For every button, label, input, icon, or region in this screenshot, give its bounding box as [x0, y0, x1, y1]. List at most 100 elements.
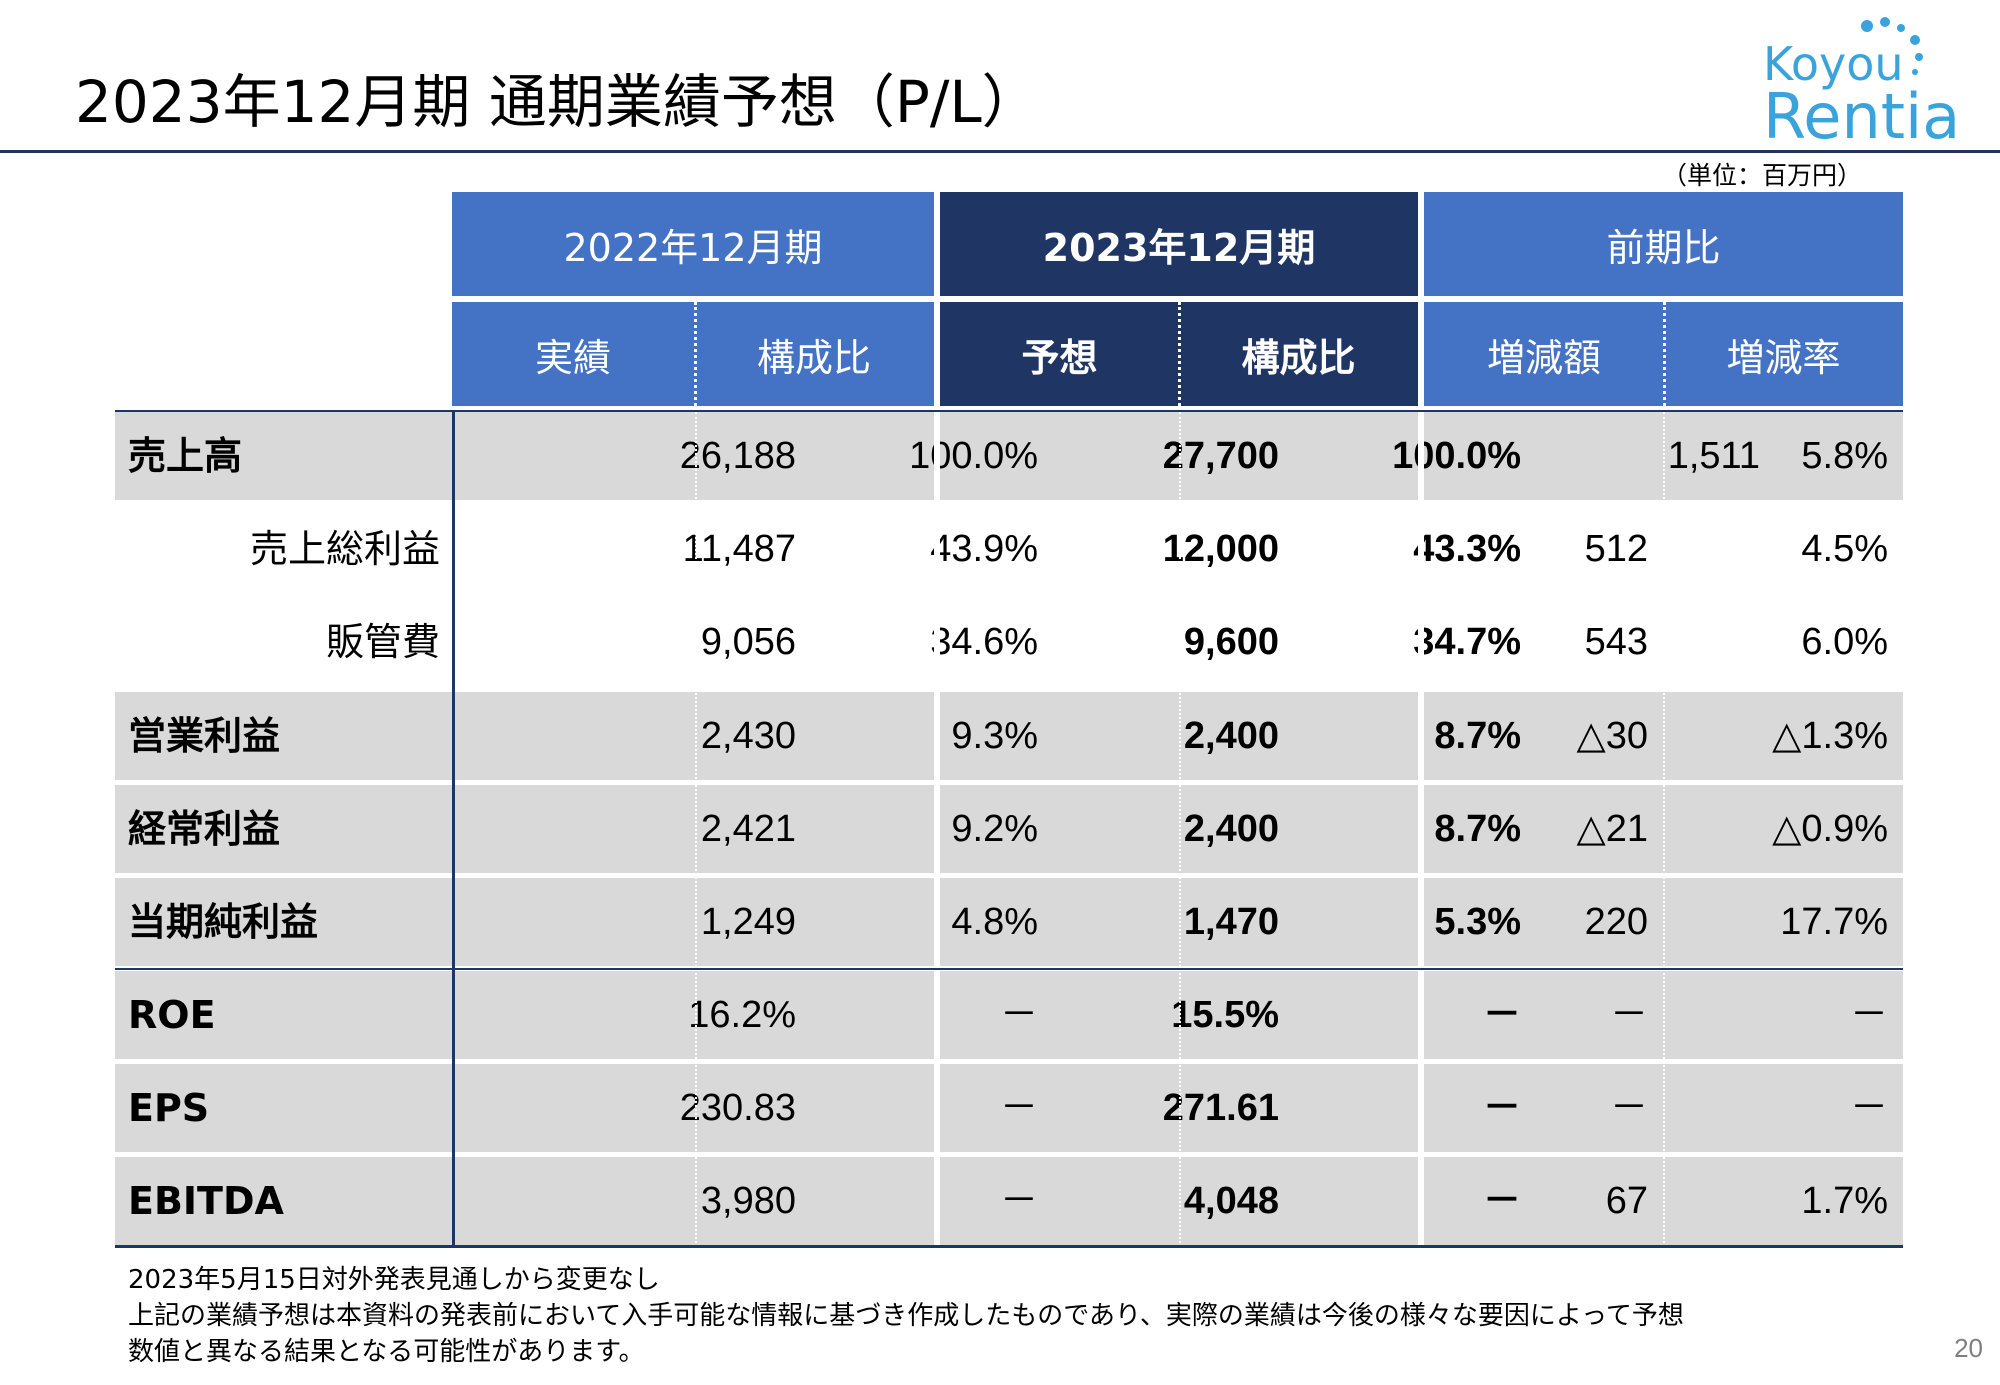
subheader-change-rate: 増減率 [1664, 302, 1903, 406]
table-row: 当期純利益 1,249 4.8% 1,470 5.3% 220 17.7% [115, 878, 1903, 966]
cell-change-rate: △1.3% [1772, 715, 1888, 757]
company-logo: Koyou Rentia [1763, 17, 1960, 147]
cell-2022-ratio: 43.9% [930, 528, 1038, 570]
cell-2023-forecast: 2,400 [1183, 715, 1279, 757]
table-row: 販管費 9,056 34.6% 9,600 34.7% 543 6.0% [115, 598, 1903, 686]
row-label: 売上高 [128, 434, 243, 478]
footnote-line: 上記の業績予想は本資料の発表前において入手可能な情報に基づき作成したものであり、… [128, 1301, 1684, 1331]
cell-2022-ratio: － [999, 1087, 1038, 1129]
table-row: EBITDA 3,980 － 4,048 － 67 1.7% [115, 1157, 1903, 1245]
title-divider [0, 150, 2000, 153]
cell-2023-ratio: 5.3% [1434, 901, 1521, 943]
page-number: 20 [1954, 1333, 1983, 1363]
cell-2023-ratio: 34.7% [1413, 621, 1521, 663]
cell-2023-ratio: 100.0% [1392, 435, 1521, 477]
cell-change-amount: 543 [1584, 621, 1648, 663]
table-row: 経常利益 2,421 9.2% 2,400 8.7% △21 △0.9% [115, 785, 1903, 873]
cell-change-amount: 512 [1584, 528, 1648, 570]
subheader-divider [694, 302, 697, 406]
table-row: 営業利益 2,430 9.3% 2,400 8.7% △30 △1.3% [115, 692, 1903, 780]
header-2022: 2022年12月期 [452, 192, 934, 296]
subheader-divider [1663, 302, 1666, 406]
cell-change-amount: △21 [1576, 808, 1649, 850]
cell-2022-ratio: － [999, 1180, 1038, 1222]
cell-2022-ratio: 34.6% [930, 621, 1038, 663]
cell-2022-actual: 2,430 [700, 715, 796, 757]
cell-2023-ratio: 43.3% [1413, 528, 1521, 570]
cell-2023-forecast: 15.5% [1171, 994, 1279, 1036]
cell-2022-actual: 1,249 [700, 901, 796, 943]
cell-2022-ratio: 100.0% [909, 435, 1038, 477]
cell-2023-forecast: 4,048 [1183, 1180, 1279, 1222]
cell-change-rate: － [1849, 994, 1888, 1036]
cell-2023-forecast: 27,700 [1162, 435, 1279, 477]
cell-change-amount: △30 [1576, 715, 1649, 757]
cell-2022-ratio: － [999, 994, 1038, 1036]
subheader-forecast: 予想 [940, 302, 1179, 406]
unit-note: （単位：百万円） [1661, 161, 1862, 190]
cell-2022-actual: 16.2% [688, 994, 796, 1036]
cell-2022-ratio: 9.2% [951, 808, 1038, 850]
row-label: 販管費 [325, 620, 440, 664]
column-separator [934, 408, 940, 1248]
cell-change-amount: － [1609, 994, 1648, 1036]
subheader-divider [1178, 302, 1181, 406]
cell-2022-actual: 3,980 [700, 1180, 796, 1222]
cell-2023-ratio: － [1482, 1087, 1521, 1129]
subheader-change-amount: 増減額 [1424, 302, 1664, 406]
cell-2022-actual: 9,056 [700, 621, 796, 663]
logo-line1: Koyou [1763, 37, 1904, 91]
table-rule [115, 968, 1903, 970]
cell-change-amount: 1,511 [1667, 435, 1760, 477]
logo-line2: Rentia [1763, 80, 1960, 147]
column-separator [1418, 408, 1424, 1248]
footnote: 2023年5月15日対外発表見通しから変更なし 上記の業績予想は本資料の発表前に… [128, 1262, 1684, 1370]
row-label: 営業利益 [128, 714, 281, 758]
cell-change-rate: 6.0% [1801, 621, 1888, 663]
cell-change-rate: 4.5% [1801, 528, 1888, 570]
row-label: ROE [128, 993, 216, 1037]
cell-2023-ratio: 8.7% [1434, 808, 1521, 850]
subheader-actual: 実績 [452, 302, 694, 406]
cell-2023-ratio: 8.7% [1434, 715, 1521, 757]
label-column-divider [452, 412, 455, 1245]
cell-change-rate: － [1849, 1087, 1888, 1129]
column-divider [695, 412, 697, 1247]
page-title: 2023年12月期 通期業績予想（P/L） [75, 68, 1040, 136]
footnote-line: 数値と異なる結果となる可能性があります。 [128, 1337, 645, 1367]
cell-change-rate: 1.7% [1801, 1180, 1888, 1222]
cell-2023-forecast: 2,400 [1183, 808, 1279, 850]
cell-2022-actual: 26,188 [679, 435, 796, 477]
header-2023: 2023年12月期 [940, 192, 1418, 296]
cell-change-rate: 5.8% [1801, 435, 1888, 477]
table-row: 売上高 26,188 100.0% 27,700 100.0% 1,511 5.… [115, 412, 1903, 500]
row-label: 経常利益 [128, 807, 281, 851]
cell-2023-forecast: 1,470 [1183, 901, 1279, 943]
table-rule [115, 410, 1903, 412]
table-row: EPS 230.83 － 271.61 － － － [115, 1064, 1903, 1152]
cell-change-rate: 17.7% [1780, 901, 1888, 943]
column-divider [1179, 412, 1181, 1247]
cell-2023-ratio: － [1482, 1180, 1521, 1222]
row-label: 売上総利益 [249, 527, 440, 571]
subheader-ratio-2022: 構成比 [694, 302, 934, 406]
cell-change-amount: 220 [1584, 901, 1648, 943]
cell-2022-ratio: 4.8% [951, 901, 1038, 943]
cell-2022-actual: 11,487 [682, 528, 796, 570]
table-bottom-rule [115, 1245, 1903, 1248]
cell-2023-forecast: 12,000 [1162, 528, 1279, 570]
cell-2022-ratio: 9.3% [951, 715, 1038, 757]
cell-change-amount: － [1609, 1087, 1648, 1129]
subheader-ratio-2023: 構成比 [1179, 302, 1418, 406]
row-label: 当期純利益 [128, 900, 319, 944]
cell-change-amount: 67 [1605, 1180, 1648, 1222]
cell-2022-actual: 230.83 [679, 1087, 796, 1129]
cell-change-rate: △0.9% [1772, 808, 1888, 850]
row-label: EPS [128, 1086, 210, 1130]
cell-2023-ratio: － [1482, 994, 1521, 1036]
cell-2023-forecast: 9,600 [1183, 621, 1279, 663]
row-label: EBITDA [128, 1179, 284, 1223]
cell-2023-forecast: 271.61 [1162, 1087, 1279, 1129]
footnote-line: 2023年5月15日対外発表見通しから変更なし [128, 1265, 660, 1295]
header-yoy: 前期比 [1424, 192, 1903, 296]
